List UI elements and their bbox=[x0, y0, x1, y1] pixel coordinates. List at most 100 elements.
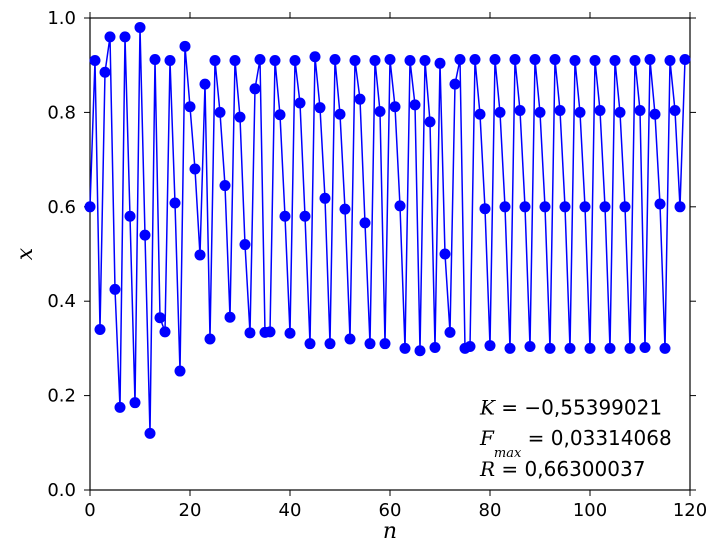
series-marker bbox=[600, 201, 611, 212]
annotation-value: = 0,66300037 bbox=[495, 457, 645, 481]
ytick-label: 1.0 bbox=[47, 8, 76, 29]
series-marker bbox=[295, 97, 306, 108]
series-marker bbox=[625, 343, 636, 354]
series-marker bbox=[265, 326, 276, 337]
series-marker bbox=[360, 217, 371, 228]
series-marker bbox=[425, 116, 436, 127]
ytick-label: 0.4 bbox=[47, 291, 76, 312]
series-marker bbox=[565, 343, 576, 354]
series-marker bbox=[180, 41, 191, 52]
line-chart: 0204060801001200.00.20.40.60.81.0nxK = −… bbox=[0, 0, 712, 553]
series-marker bbox=[105, 31, 116, 42]
series-marker bbox=[335, 109, 346, 120]
series-marker bbox=[665, 55, 676, 66]
series-marker bbox=[590, 55, 601, 66]
series-marker bbox=[100, 67, 111, 78]
series-marker bbox=[480, 203, 491, 214]
series-marker bbox=[650, 109, 661, 120]
series-marker bbox=[165, 55, 176, 66]
series-marker bbox=[230, 55, 241, 66]
series-marker bbox=[300, 211, 311, 222]
series-marker bbox=[490, 54, 501, 65]
series-marker bbox=[415, 345, 426, 356]
series-marker bbox=[620, 201, 631, 212]
series-marker bbox=[465, 341, 476, 352]
series-marker bbox=[135, 22, 146, 33]
series-marker bbox=[550, 54, 561, 65]
series-marker bbox=[190, 164, 201, 175]
series-marker bbox=[255, 54, 266, 65]
series-marker bbox=[200, 79, 211, 90]
series-marker bbox=[585, 343, 596, 354]
series-marker bbox=[150, 54, 161, 65]
series-marker bbox=[130, 397, 141, 408]
series-marker bbox=[225, 312, 236, 323]
series-marker bbox=[115, 402, 126, 413]
series-marker bbox=[430, 342, 441, 353]
annotation-value: = −0,55399021 bbox=[495, 395, 662, 419]
series-marker bbox=[330, 54, 341, 65]
series-marker bbox=[470, 54, 481, 65]
chart-svg: 0204060801001200.00.20.40.60.81.0nxK = −… bbox=[0, 0, 712, 553]
series-marker bbox=[395, 200, 406, 211]
series-marker bbox=[560, 201, 571, 212]
series-marker bbox=[455, 54, 466, 65]
series-marker bbox=[520, 201, 531, 212]
y-axis-label: x bbox=[13, 247, 38, 260]
series-marker bbox=[575, 107, 586, 118]
series-marker bbox=[670, 105, 681, 116]
x-axis-label: n bbox=[383, 519, 397, 544]
annotation-value: = 0,03314068 bbox=[521, 426, 671, 450]
annotation-2: R = 0,66300037 bbox=[479, 457, 645, 481]
series-marker bbox=[640, 342, 651, 353]
series-marker bbox=[510, 54, 521, 65]
series-marker bbox=[155, 312, 166, 323]
series-marker bbox=[210, 55, 221, 66]
series-marker bbox=[680, 54, 691, 65]
series-marker bbox=[285, 328, 296, 339]
series-marker bbox=[95, 324, 106, 335]
series-marker bbox=[390, 101, 401, 112]
xtick-label: 100 bbox=[573, 500, 607, 521]
xtick-label: 20 bbox=[179, 500, 202, 521]
series-marker bbox=[660, 343, 671, 354]
series-marker bbox=[270, 55, 281, 66]
series-marker bbox=[435, 58, 446, 69]
series-marker bbox=[140, 230, 151, 241]
series-marker bbox=[110, 284, 121, 295]
series-marker bbox=[235, 112, 246, 123]
series-marker bbox=[525, 341, 536, 352]
series-marker bbox=[500, 201, 511, 212]
series-marker bbox=[175, 366, 186, 377]
series-marker bbox=[280, 211, 291, 222]
series-marker bbox=[610, 55, 621, 66]
series-marker bbox=[400, 343, 411, 354]
series-marker bbox=[325, 338, 336, 349]
xtick-label: 40 bbox=[279, 500, 302, 521]
series-marker bbox=[275, 109, 286, 120]
series-marker bbox=[290, 55, 301, 66]
series-marker bbox=[595, 105, 606, 116]
series-marker bbox=[445, 327, 456, 338]
series-marker bbox=[160, 326, 171, 337]
series-marker bbox=[385, 54, 396, 65]
series-marker bbox=[315, 102, 326, 113]
series-marker bbox=[380, 338, 391, 349]
xtick-label: 120 bbox=[673, 500, 707, 521]
series-marker bbox=[85, 201, 96, 212]
series-marker bbox=[515, 105, 526, 116]
series-marker bbox=[655, 198, 666, 209]
xtick-label: 60 bbox=[379, 500, 402, 521]
series-marker bbox=[410, 99, 421, 110]
series-marker bbox=[505, 343, 516, 354]
series-marker bbox=[535, 107, 546, 118]
series-marker bbox=[485, 340, 496, 351]
series-marker bbox=[450, 79, 461, 90]
series-marker bbox=[420, 55, 431, 66]
annotation-symbol: R bbox=[479, 457, 495, 481]
series-marker bbox=[605, 343, 616, 354]
ytick-label: 0.2 bbox=[47, 386, 76, 407]
series-marker bbox=[170, 198, 181, 209]
series-marker bbox=[340, 204, 351, 215]
series-marker bbox=[475, 109, 486, 120]
